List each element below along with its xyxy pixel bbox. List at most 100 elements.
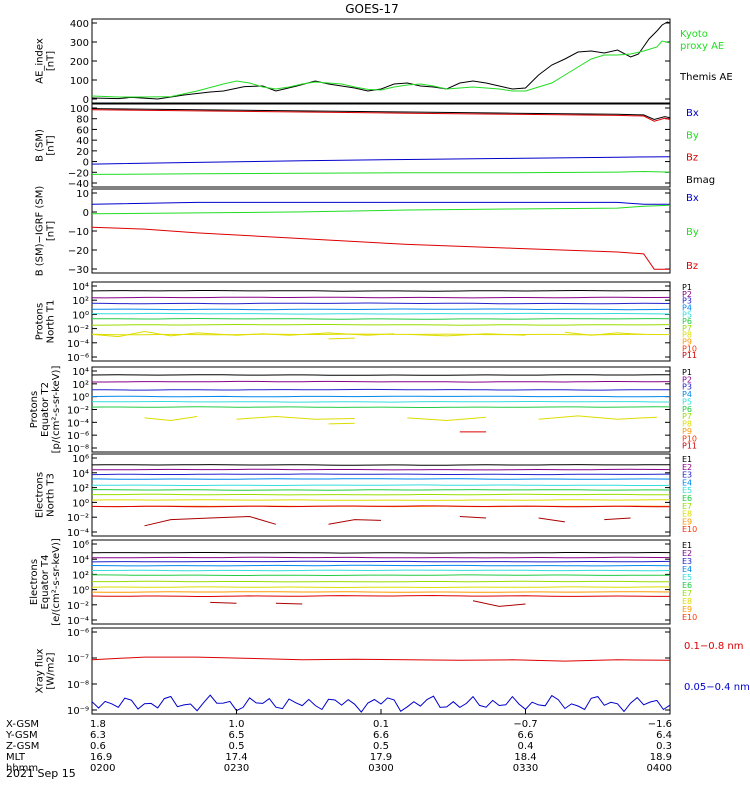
legend-entry: E8: [682, 510, 692, 519]
y-axis-label: [e/(cm²-s-sr-keV)]: [51, 538, 62, 626]
legend-entry: Kyoto: [680, 29, 708, 40]
x-axis-value: 1.8: [90, 719, 106, 730]
y-tick-label: −10: [68, 227, 89, 238]
y-tick-label: 10⁻⁶: [67, 353, 89, 364]
x-axis-value: 6.6: [518, 730, 534, 741]
series-pe-level-0: [91, 374, 670, 376]
x-axis-value: 17.9: [370, 752, 392, 763]
y-axis-label: Xray flux: [35, 649, 46, 694]
y-tick-label: 10⁰: [72, 393, 89, 404]
series-pn-yellow-seg: [91, 330, 395, 338]
legend-entry: E10: [682, 613, 697, 622]
x-axis-row-label: Y-GSM: [5, 730, 38, 741]
legend-entry: Bmag: [686, 175, 715, 186]
y-axis-label: B (SM): [35, 129, 46, 162]
y-tick-label: 10²: [72, 296, 89, 307]
y-axis-label: [W/m2]: [46, 652, 57, 689]
y-axis-label: Protons: [29, 391, 40, 428]
series-en-red-seg: [459, 516, 487, 519]
series-ee-level-4: [92, 569, 671, 572]
x-axis-value: 18.9: [650, 752, 672, 763]
y-axis-label: [nT]: [46, 135, 57, 155]
series-pe-level-4: [91, 401, 670, 403]
y-tick-label: 10⁴: [72, 367, 89, 378]
y-axis-label: [nT]: [46, 51, 57, 71]
y-axis-label: North T3: [46, 473, 57, 517]
y-tick-label: −30: [68, 265, 89, 276]
x-axis-table: X-GSM 1.8 1.0 0.1 −0.7 −1.6 Y-GSM 6.3 6.5 6.6 6.6 6…: [5, 709, 672, 774]
series-pe-yellow-seg: [144, 416, 198, 422]
series-pn-level-2: [91, 302, 671, 305]
legend-entry: E3: [682, 557, 692, 566]
legend-entry: E6: [682, 494, 692, 503]
legend-entry: Bz: [686, 153, 698, 164]
series-pn-level-4: [91, 312, 671, 315]
legend-entry: 0.05−0.4 nm: [684, 682, 750, 693]
y-tick-label: 10⁻⁴: [67, 616, 89, 627]
series-ee-red-level: [91, 594, 670, 597]
legend-entry: E4: [682, 478, 692, 487]
panel-frame-bsm: [91, 103, 671, 188]
x-axis-value: 6.6: [373, 730, 389, 741]
y-tick-label: 100: [70, 104, 89, 115]
legend-entry: E9: [682, 517, 692, 526]
y-tick-label: 300: [70, 38, 89, 49]
series-ee-level-6: [92, 580, 671, 583]
series-ee-level-1: [91, 556, 671, 559]
y-tick-label: −20: [68, 168, 89, 179]
series-bmag: [91, 108, 671, 121]
series-en-level-0: [91, 464, 670, 466]
y-tick-label: 10⁻⁴: [67, 339, 89, 350]
legend-entry: P10: [682, 344, 697, 353]
y-tick-label: 10⁻⁴: [67, 528, 89, 539]
y-tick-label: 10⁻⁸: [67, 680, 89, 691]
series-pe-yellow-seg: [407, 416, 487, 422]
legend-entry: P5: [682, 397, 692, 406]
series-by: [91, 170, 671, 175]
series-pn-level-3: [91, 308, 671, 311]
y-axis-label: Electrons: [35, 472, 46, 518]
series-pe-yellow-seg: [538, 415, 657, 420]
legend-entry: E10: [682, 525, 697, 534]
y-tick-label: 10⁴: [72, 469, 89, 480]
y-tick-label: 10²: [72, 570, 89, 581]
series-pn-level-0: [91, 289, 670, 292]
series-en-red-seg: [538, 517, 565, 523]
series-pn-level-1: [91, 296, 671, 299]
legend-entry: proxy AE: [680, 41, 724, 52]
legend-entry: Bx: [686, 193, 699, 204]
y-tick-label: 10⁴: [72, 282, 89, 293]
legend-entry: E5: [682, 573, 692, 582]
panel-frame-pe: [91, 366, 671, 453]
series-pe-level-3: [91, 395, 671, 398]
y-tick-label: −20: [68, 246, 89, 257]
legend-entry: P2: [682, 375, 692, 384]
series-en-red-seg: [328, 519, 382, 525]
legend-entry: E7: [682, 502, 692, 511]
series-ee-level-5: [92, 574, 671, 577]
legend-entry: E3: [682, 471, 692, 480]
legend-entry: E5: [682, 486, 692, 495]
legend-entry: P9: [682, 338, 692, 347]
y-axis-label: B (SM)−IGRF (SM): [35, 186, 46, 277]
y-tick-label: −40: [68, 179, 89, 190]
legend-entry: E9: [682, 605, 692, 614]
legend-entry: P10: [682, 434, 697, 443]
legend-entry: P8: [682, 420, 692, 429]
chart-title: GOES-17: [345, 2, 399, 16]
x-axis-value: −1.6: [648, 719, 672, 730]
series-pe-level-2: [91, 388, 671, 391]
panel-frame-bigrf: [91, 188, 671, 274]
series-en-red-level: [91, 505, 670, 508]
y-tick-label: 10⁻²: [67, 406, 89, 417]
y-tick-label: 10⁻⁶: [67, 431, 89, 442]
legend-entry: P11: [682, 442, 697, 451]
panel-frame-xray: [91, 627, 671, 715]
legend-entry: 0.1−0.8 nm: [684, 641, 743, 652]
x-axis-value: 0.1: [373, 719, 389, 730]
x-axis-row-label: Z-GSM: [6, 741, 39, 752]
y-axis-label: Equator T4: [40, 555, 51, 610]
series-ee-red-seg: [275, 602, 303, 605]
series-pn-yellow-seg: [564, 331, 644, 336]
x-axis-value: 0200: [90, 763, 115, 774]
